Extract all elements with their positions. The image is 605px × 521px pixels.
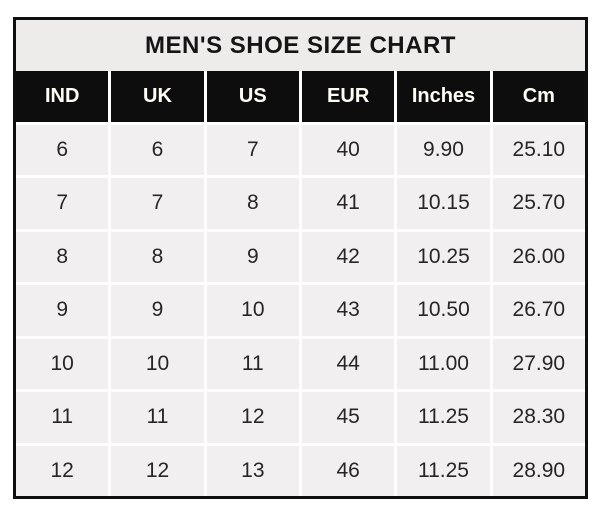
table-cell: 7 bbox=[111, 178, 204, 229]
table-cell: 7 bbox=[16, 178, 109, 229]
table-cell: 10.50 bbox=[397, 285, 490, 336]
table-cell: 12 bbox=[206, 392, 299, 443]
table-cell: 46 bbox=[302, 445, 395, 496]
table-cell: 11.00 bbox=[397, 338, 490, 389]
table-cell: 11.25 bbox=[397, 445, 490, 496]
table-cell: 6 bbox=[111, 124, 204, 175]
table-cell: 26.70 bbox=[492, 285, 585, 336]
table-title: MEN'S SHOE SIZE CHART bbox=[16, 20, 585, 71]
table-cell: 25.10 bbox=[492, 124, 585, 175]
table-cell: 45 bbox=[302, 392, 395, 443]
shoe-size-table: MEN'S SHOE SIZE CHART IND UK US EUR Inches Cm… bbox=[13, 17, 588, 499]
table-cell: 10.25 bbox=[397, 231, 490, 282]
table-cell: 10 bbox=[206, 285, 299, 336]
table-cell: 40 bbox=[302, 124, 395, 175]
table-cell: 28.30 bbox=[492, 392, 585, 443]
table-cell: 10.15 bbox=[397, 178, 490, 229]
table-cell: 8 bbox=[16, 231, 109, 282]
table-cell: 42 bbox=[302, 231, 395, 282]
header-cell: IND bbox=[16, 71, 109, 122]
table-cell: 41 bbox=[302, 178, 395, 229]
table-cell: 11 bbox=[206, 338, 299, 389]
table-cell: 9.90 bbox=[397, 124, 490, 175]
table-cell: 11.25 bbox=[397, 392, 490, 443]
table-cell: 27.90 bbox=[492, 338, 585, 389]
table-cell: 8 bbox=[111, 231, 204, 282]
table-cell: 25.70 bbox=[492, 178, 585, 229]
table-cell: 28.90 bbox=[492, 445, 585, 496]
header-cell: Inches bbox=[397, 71, 490, 122]
table-cell: 44 bbox=[302, 338, 395, 389]
table-cell: 11 bbox=[111, 392, 204, 443]
table-cell: 12 bbox=[16, 445, 109, 496]
table-cell: 9 bbox=[111, 285, 204, 336]
table-cell: 26.00 bbox=[492, 231, 585, 282]
table-grid: IND UK US EUR Inches Cm 6 6 7 40 9.90 25.10 7 7 8 41 10.… bbox=[16, 71, 585, 496]
table-cell: 10 bbox=[111, 338, 204, 389]
table-cell: 9 bbox=[16, 285, 109, 336]
table-cell: 10 bbox=[16, 338, 109, 389]
table-cell: 7 bbox=[206, 124, 299, 175]
header-cell: UK bbox=[111, 71, 204, 122]
table-cell: 11 bbox=[16, 392, 109, 443]
table-cell: 43 bbox=[302, 285, 395, 336]
table-cell: 6 bbox=[16, 124, 109, 175]
table-cell: 8 bbox=[206, 178, 299, 229]
table-cell: 9 bbox=[206, 231, 299, 282]
header-cell: EUR bbox=[302, 71, 395, 122]
table-cell: 13 bbox=[206, 445, 299, 496]
header-cell: Cm bbox=[492, 71, 585, 122]
header-cell: US bbox=[206, 71, 299, 122]
table-cell: 12 bbox=[111, 445, 204, 496]
